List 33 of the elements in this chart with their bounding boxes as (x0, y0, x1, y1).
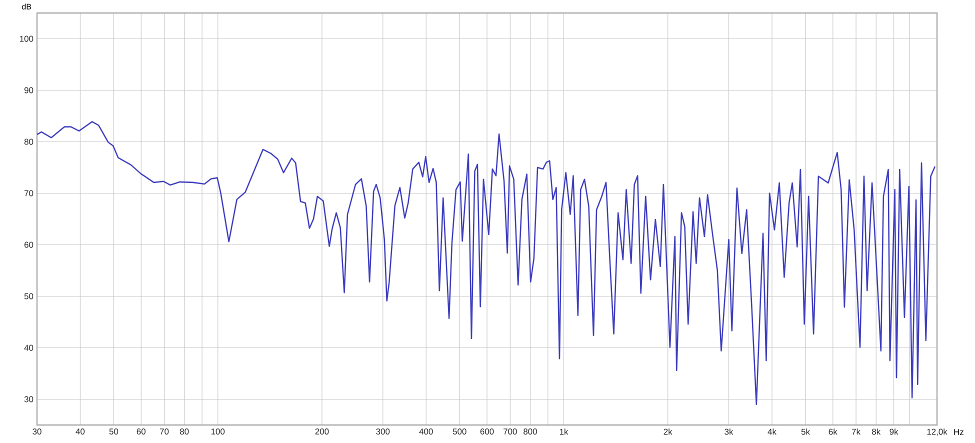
x-tick-label: 4k (768, 428, 776, 435)
x-axis-title: Hz (954, 429, 964, 435)
x-tick-label: 600 (480, 428, 494, 435)
x-tick-label: 80 (180, 428, 189, 435)
x-tick-label: 500 (452, 428, 466, 435)
y-tick-label: 30 (24, 396, 34, 402)
x-tick-label: 300 (376, 428, 390, 435)
y-tick-label: 40 (24, 344, 34, 351)
y-tick-label: 50 (24, 293, 34, 300)
x-tick-label: 2k (664, 428, 672, 435)
x-tick-label: 12,0k (927, 428, 948, 436)
x-tick-label: 400 (419, 428, 433, 435)
x-tick-label: 40 (76, 428, 85, 435)
x-tick-label: 5k (801, 428, 810, 435)
x-tick-label: 70 (160, 428, 169, 435)
x-tick-label: 700 (504, 428, 517, 435)
y-tick-label: 70 (24, 190, 34, 196)
x-tick-label: 3k (724, 428, 734, 435)
x-tick-label: 200 (315, 428, 329, 435)
y-tick-label: 60 (24, 242, 34, 248)
x-tick-label: 100 (211, 428, 225, 435)
x-tick-label: 7k (852, 428, 861, 435)
x-tick-label: 30 (32, 428, 42, 435)
x-tick-label: 50 (109, 428, 118, 435)
x-tick-label: 8k (872, 428, 881, 435)
x-tick-label: 60 (136, 428, 146, 435)
y-tick-label: 80 (24, 138, 34, 145)
x-tick-label: 9k (890, 428, 898, 435)
x-tick-label: 6k (828, 428, 838, 435)
y-tick-label: 100 (20, 36, 34, 42)
x-tick-label: 800 (524, 428, 537, 435)
x-tick-label: 1k (560, 428, 568, 435)
y-tick-label: 90 (24, 87, 34, 94)
